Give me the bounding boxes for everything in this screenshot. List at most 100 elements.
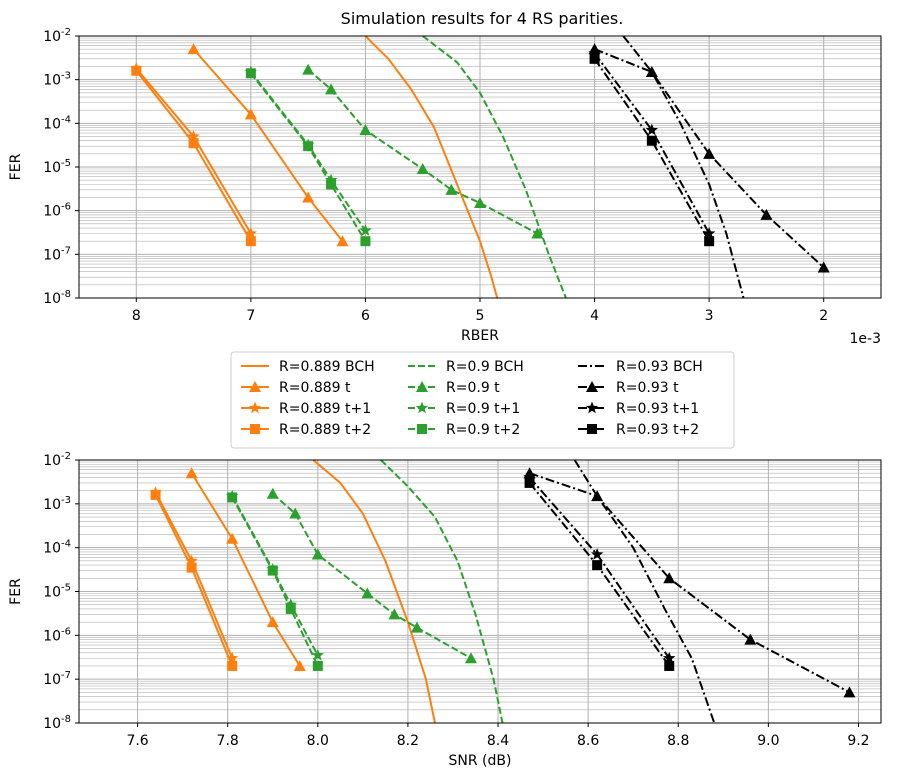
x-tick-label: 3	[705, 308, 714, 324]
grid	[79, 459, 881, 724]
y-axis-label: FER	[8, 578, 24, 605]
data-point-square	[131, 65, 142, 76]
data-point-square	[646, 135, 657, 146]
data-point-star	[588, 46, 601, 59]
data-point-triangle	[645, 65, 658, 77]
series-line	[312, 460, 436, 723]
data-point-star	[226, 651, 239, 664]
series-line	[190, 472, 301, 667]
data-point-triangle	[361, 587, 374, 599]
data-point-triangle	[302, 63, 315, 75]
data-point-square	[267, 565, 278, 576]
data-point-square	[150, 489, 161, 500]
data-point-square	[592, 560, 603, 571]
data-point-square	[303, 141, 314, 152]
data-point-triangle	[591, 490, 604, 502]
series-group	[135, 36, 825, 298]
data-point-triangle	[226, 532, 239, 544]
data-point-triangle	[185, 467, 198, 479]
legend-label: R=0.93 t+1	[616, 401, 699, 417]
data-point-triangle	[445, 183, 458, 195]
data-point-square	[704, 236, 715, 247]
data-point-triangle	[244, 108, 257, 120]
data-point-star	[590, 547, 604, 560]
legend-marker-triangle	[416, 381, 428, 392]
legend-marker-square	[587, 424, 597, 434]
data-point-triangle	[760, 208, 773, 220]
legend-marker-star	[248, 401, 262, 414]
markers-group	[130, 43, 830, 273]
y-tick-label: 10-3	[43, 71, 71, 89]
x-offset-text: 1e-3	[850, 331, 881, 347]
legend-label: R=0.93 t	[616, 380, 679, 396]
data-point-triangle	[744, 633, 757, 645]
y-tick-label: 10-5	[43, 158, 71, 176]
data-point-star	[702, 227, 716, 239]
series-line	[250, 72, 367, 242]
legend-marker-square	[417, 424, 427, 434]
x-tick-label: 7.8	[217, 733, 239, 749]
grid	[79, 35, 881, 299]
data-point-triangle	[289, 507, 302, 519]
data-point-square	[285, 603, 296, 614]
data-point-triangle	[474, 196, 486, 208]
data-point-square	[186, 562, 197, 573]
x-tick-label: 4	[590, 308, 599, 324]
x-tick-label: 9.0	[757, 733, 779, 749]
data-point-triangle	[187, 43, 200, 55]
legend-marker-star	[415, 401, 429, 414]
y-tick-label: 10-2	[43, 451, 71, 469]
data-point-triangle	[416, 162, 429, 174]
series-line	[231, 496, 319, 667]
legend: R=0.889 BCH R=0.889 t R=0.889 t+1 R=0.889 t…	[230, 351, 735, 449]
x-tick-label: 5	[476, 308, 485, 324]
series-line	[422, 36, 567, 298]
data-point-star	[663, 651, 676, 664]
data-point-star	[185, 554, 198, 567]
x-tick-label: 6	[361, 308, 370, 324]
y-tick-label: 10-8	[43, 289, 71, 307]
data-point-triangle	[703, 147, 716, 159]
data-point-star	[645, 123, 659, 136]
chart-bottom-snr: 7.6 7.8 8.0 8.2 8.4 8.6 8.8 9.0 9.2 10-8 10-7 10-6 1…	[8, 451, 882, 769]
x-tick-label: 8.6	[577, 733, 599, 749]
data-point-star	[311, 648, 324, 661]
legend-marker-triangle	[249, 381, 261, 392]
y-tick-label: 10-4	[43, 539, 71, 557]
legend-label: R=0.9 t	[446, 380, 500, 396]
legend-marker-star	[585, 401, 599, 414]
data-point-square	[188, 138, 199, 149]
data-point-square	[227, 492, 238, 503]
chart-title: Simulation results for 4 RS parities.	[341, 9, 624, 28]
legend-label: R=0.9 BCH	[446, 359, 524, 375]
series-line	[307, 68, 538, 235]
legend-label: R=0.889 BCH	[279, 359, 375, 375]
markers-group	[149, 467, 856, 698]
series-line	[380, 460, 504, 723]
y-tick-label: 10-3	[43, 495, 71, 513]
data-point-triangle	[336, 235, 349, 247]
x-tick-label: 8	[132, 308, 141, 324]
y-tick-label: 10-4	[43, 114, 71, 132]
series-line	[593, 58, 711, 242]
data-point-square	[664, 660, 675, 671]
x-axis-label: RBER	[461, 328, 499, 344]
data-point-square	[245, 236, 256, 247]
data-point-square	[227, 660, 238, 671]
series-line	[364, 36, 499, 298]
y-axis-label: FER	[8, 153, 24, 180]
data-point-triangle	[325, 83, 338, 95]
data-point-square	[312, 660, 323, 671]
data-point-square	[524, 477, 535, 488]
data-point-square	[589, 53, 600, 64]
legend-label: R=0.9 t+1	[446, 401, 520, 417]
chart-top-rber: 8 7 6 5 4 3 2 10-8 10-7 10-6 10-5 10-4 10-3 10-2 RBER F…	[8, 27, 882, 347]
data-point-triangle	[311, 548, 324, 560]
y-tick-label: 10-5	[43, 583, 71, 601]
series-line	[529, 472, 850, 694]
data-point-star	[187, 129, 200, 142]
legend-label: R=0.93 BCH	[616, 359, 703, 375]
y-tick-label: 10-8	[43, 714, 71, 732]
legend-marker-square	[250, 424, 260, 434]
data-point-triangle	[302, 191, 315, 203]
